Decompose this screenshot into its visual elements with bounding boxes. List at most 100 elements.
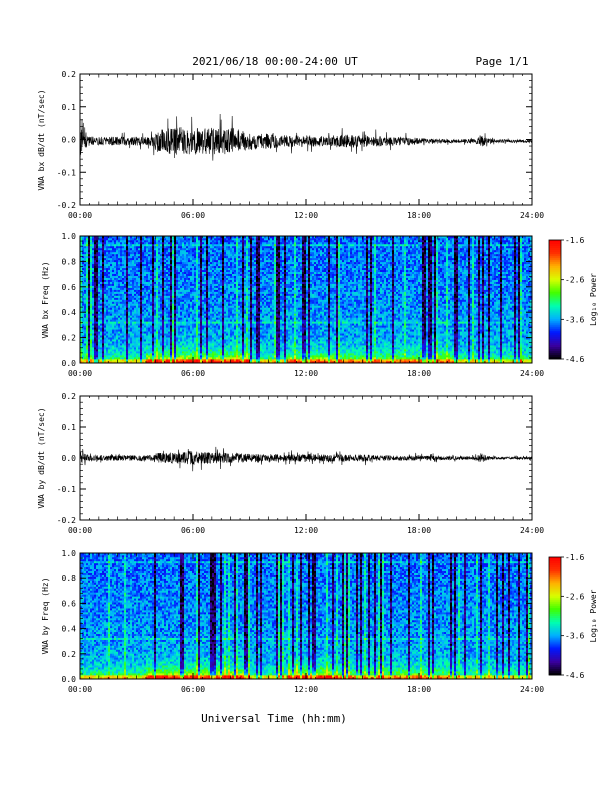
spectrogram-cell [492,353,494,355]
spectrogram-cell [470,331,472,333]
spectrogram-cell [326,337,328,339]
spectrogram-cell [240,335,242,337]
spectrogram-cell [422,329,424,331]
spectrogram-cell [348,351,350,353]
spectrogram-cell [416,339,418,341]
spectrogram-cell [416,345,418,347]
spectrogram-cell [128,357,130,359]
spectrogram-cell [92,325,94,327]
spectrogram-cell [176,325,178,327]
spectrogram-cell [342,325,344,327]
spectrogram-cell [344,347,346,349]
spectrogram-cell [256,341,258,343]
spectrogram-cell [248,355,250,357]
spectrogram-cell [316,359,318,361]
spectrogram-cell [402,357,404,359]
spectrogram-cell [96,339,98,341]
spectrogram-cell [430,331,432,333]
spectrogram-cell [512,357,514,359]
spectrogram-cell [96,341,98,343]
spectrogram-cell [140,355,142,357]
spectrogram-cell [514,349,516,351]
spectrogram-cell [376,345,378,347]
spectrogram-cell [338,333,340,335]
spectrogram-cell [300,337,302,339]
spectrogram-cell [198,339,200,341]
spectrogram-cell [364,343,366,345]
spectrogram-cell [190,343,192,345]
spectrogram-cell [178,349,180,351]
spectrogram-cell [510,341,512,343]
spectrogram-cell [262,335,264,337]
spectrogram-cell [208,341,210,343]
spectrogram-cell [236,347,238,349]
spectrogram-cell [222,349,224,351]
spectrogram-cell [498,321,500,323]
spectrogram-cell [256,347,258,349]
spectrogram-cell [288,359,290,361]
spectrogram-cell [190,333,192,335]
spectrogram-cell [430,349,432,351]
spectrogram-cell [258,339,260,341]
spectrogram-cell [110,353,112,355]
spectrogram-cell [200,353,202,355]
spectrogram-cell [186,347,188,349]
spectrogram-cell [160,321,162,323]
spectrogram-cell [306,321,308,323]
spectrogram-cell [242,341,244,343]
spectrogram-cell [134,321,136,323]
spectrogram-cell [496,323,498,325]
spectrogram-cell [492,329,494,331]
spectrogram-cell [516,341,518,343]
spectrogram-cell [366,343,368,345]
spectrogram-cell [158,351,160,353]
spectrogram-cell [320,357,322,359]
spectrogram-cell [300,355,302,357]
spectrogram-cell [390,335,392,337]
spectrogram-cell [454,327,456,329]
spectrogram-cell [430,351,432,353]
spectrogram-cell [312,321,314,323]
spectrogram-cell [208,331,210,333]
spectrogram-cell [242,343,244,345]
spectrogram-cell [334,353,336,355]
spectrogram-cell [270,345,272,347]
spectrogram-cell [448,347,450,349]
spectrogram-cell [174,321,176,323]
spectrogram-cell [518,323,520,325]
spectrogram-cell [450,331,452,333]
spectrogram-cell [102,343,104,345]
spectrogram-cell [492,345,494,347]
spectrogram-cell [316,325,318,327]
spectrogram-cell [238,347,240,349]
spectrogram-cell [316,339,318,341]
spectrogram-cell [312,349,314,351]
spectrogram-cell [526,359,528,361]
spectrogram-cell [202,323,204,325]
spectrogram-cell [300,349,302,351]
spectrogram-cell [504,323,506,325]
spectrogram-cell [150,327,152,329]
spectrogram-cell [506,339,508,341]
spectrogram-cell [176,345,178,347]
spectrogram-cell [150,353,152,355]
spectrogram-cell [102,333,104,335]
spectrogram-cell [386,333,388,335]
spectrogram-cell [220,341,222,343]
spectrogram-cell [102,323,104,325]
spectrogram-cell [432,357,434,359]
spectrogram-cell [276,343,278,345]
spectrogram-cell [226,357,228,359]
spectrogram-cell [154,341,156,343]
spectrogram-cell [182,347,184,349]
spectrogram-cell [278,349,280,351]
spectrogram-cell [266,345,268,347]
spectrogram-cell [488,327,490,329]
spectrogram-cell [396,333,398,335]
spectrogram-cell [310,349,312,351]
spectrogram-cell [434,331,436,333]
spectrogram-cell [472,325,474,327]
spectrogram-cell [202,337,204,339]
spectrogram-cell [496,341,498,343]
spectrogram-cell [420,349,422,351]
